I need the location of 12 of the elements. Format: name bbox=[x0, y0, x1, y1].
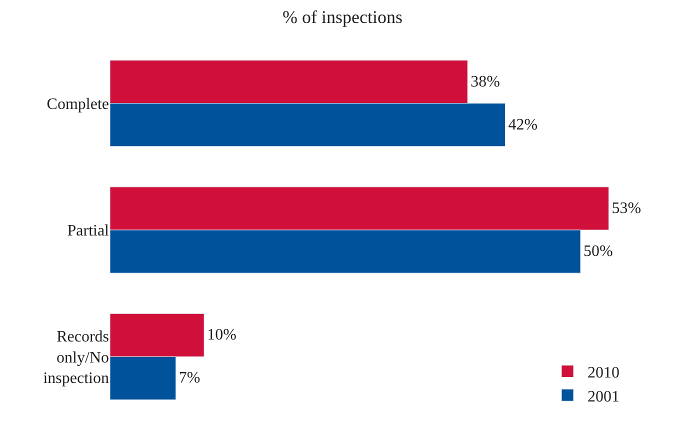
chart-title: % of inspections bbox=[282, 7, 402, 28]
data-label: 50% bbox=[584, 243, 613, 260]
data-label: 38% bbox=[470, 73, 500, 90]
legend-label: 2010 bbox=[588, 364, 620, 382]
y-tick-label: Records only/No inspection bbox=[43, 328, 109, 388]
data-label: 7% bbox=[178, 370, 200, 387]
y-tick-label: Partial bbox=[67, 222, 110, 240]
y-tick-label: Complete bbox=[46, 96, 109, 113]
data-label: 53% bbox=[612, 200, 642, 217]
legend-label: 2001 bbox=[588, 388, 620, 406]
data-label: 42% bbox=[508, 116, 538, 134]
data-label: 10% bbox=[207, 326, 236, 344]
